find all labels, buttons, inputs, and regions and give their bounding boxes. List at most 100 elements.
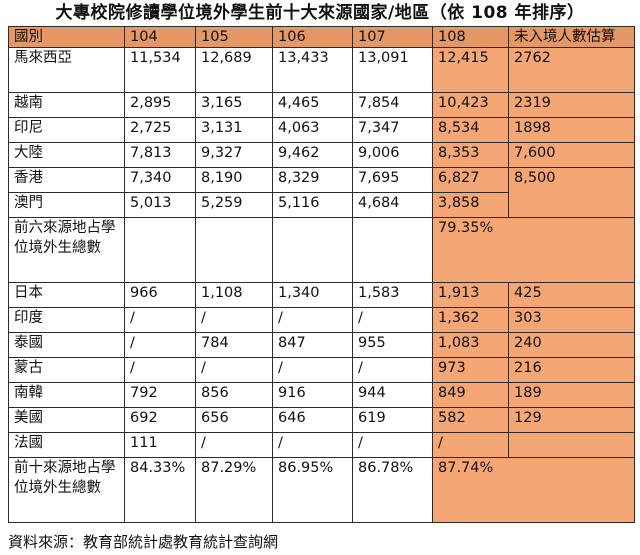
header-row: 國別 104 105 106 107 108 未入境人數估算: [8, 26, 635, 48]
value-107: 13,091: [352, 47, 433, 93]
value-106: 4,063: [272, 117, 353, 143]
estimate-cell: 216: [508, 357, 635, 383]
estimate-cell: 189: [508, 382, 635, 408]
country-cell: 泰國: [8, 332, 125, 358]
hk-macau-estimate-cell: 8,500: [508, 167, 635, 218]
value-104: 7,813: [124, 142, 196, 168]
top10-share-row: 前十來源地占學位境外生總數 84.33% 87.29% 86.95% 86.78…: [8, 457, 635, 523]
country-cell: 越南: [8, 92, 125, 118]
value-105: 1,108: [195, 282, 273, 308]
value-108: 1,362: [432, 307, 509, 333]
empty-cell: [195, 217, 273, 283]
header-108: 108: [432, 26, 509, 48]
table-row: 泰國 / 784 847 955 1,083 240: [8, 332, 635, 358]
students-table: 國別 104 105 106 107 108 未入境人數估算 馬來西亞 11,5…: [8, 26, 635, 523]
country-cell: 印尼: [8, 117, 125, 143]
value-107: 619: [352, 407, 433, 433]
value-108: 1,083: [432, 332, 509, 358]
value-106: 4,465: [272, 92, 353, 118]
value-106: 9,462: [272, 142, 353, 168]
value-104: 7,340: [124, 167, 196, 193]
table-title: 大專校院修讀學位境外學生前十大來源國家/地區（依 108 年排序）: [55, 3, 585, 23]
country-cell: 馬來西亞: [8, 47, 125, 93]
value-108: 8,353: [432, 142, 509, 168]
table-row: 香港 7,340 8,190 8,329 7,695 6,827 8,500: [8, 167, 635, 218]
table-row: 印尼 2,725 3,131 4,063 7,347 8,534 1898: [8, 117, 635, 143]
value-108: /: [432, 432, 509, 458]
value-104: 692: [124, 407, 196, 433]
table-row: 大陸 7,813 9,327 9,462 9,006 8,353 7,600: [8, 142, 635, 168]
table-row: 越南 2,895 3,165 4,465 7,854 10,423 2319: [8, 92, 635, 118]
value-105: 856: [195, 382, 273, 408]
value-105: 784: [195, 332, 273, 358]
share-106: 86.95%: [272, 457, 353, 523]
value-105: 3,131: [195, 117, 273, 143]
value-107: /: [352, 432, 433, 458]
share-104: 84.33%: [124, 457, 196, 523]
source-note: 資料來源：教育部統計處教育統計查詢網: [8, 533, 279, 551]
country-cell: 日本: [8, 282, 125, 308]
value-106: /: [272, 357, 353, 383]
estimate-cell: 2762: [508, 47, 635, 93]
top6-share-percent: 79.35%: [432, 217, 635, 283]
table-row: 日本 966 1,108 1,340 1,583 1,913 425: [8, 282, 635, 308]
value-104: /: [124, 332, 196, 358]
value-106: /: [272, 307, 353, 333]
table-row: 澳門 5,013 5,259 5,116 4,684 3,858: [8, 192, 635, 218]
value-106: 646: [272, 407, 353, 433]
value-104: 966: [124, 282, 196, 308]
value-105: 5,259: [195, 192, 273, 218]
empty-cell: [124, 217, 196, 283]
empty-cell: [352, 217, 433, 283]
header-104: 104: [124, 26, 196, 48]
value-108: 12,415: [432, 47, 509, 93]
value-105: /: [195, 357, 273, 383]
value-106: 8,329: [272, 167, 353, 193]
country-cell: 香港: [8, 167, 125, 193]
value-107: 944: [352, 382, 433, 408]
value-106: /: [272, 432, 353, 458]
value-107: 7,347: [352, 117, 433, 143]
value-104: /: [124, 357, 196, 383]
value-108: 1,913: [432, 282, 509, 308]
table-row: 馬來西亞 11,534 12,689 13,433 13,091 12,415 …: [8, 47, 635, 93]
value-108: 849: [432, 382, 509, 408]
empty-cell: [272, 217, 353, 283]
value-108: 6,827: [432, 167, 509, 193]
value-105: 12,689: [195, 47, 273, 93]
value-106: 5,116: [272, 192, 353, 218]
header-105: 105: [195, 26, 273, 48]
value-107: 7,695: [352, 167, 433, 193]
table-row: 印度 / / / / 1,362 303: [8, 307, 635, 333]
value-104: 11,534: [124, 47, 196, 93]
estimate-cell: 425: [508, 282, 635, 308]
table-row: 蒙古 / / / / 973 216: [8, 357, 635, 383]
value-105: /: [195, 432, 273, 458]
estimate-cell: 303: [508, 307, 635, 333]
estimate-cell: 129: [508, 407, 635, 433]
value-108: 10,423: [432, 92, 509, 118]
value-105: 9,327: [195, 142, 273, 168]
country-cell: 澳門: [8, 192, 125, 218]
value-106: 13,433: [272, 47, 353, 93]
value-107: 7,854: [352, 92, 433, 118]
table-row: 美國 692 656 646 619 582 129: [8, 407, 635, 433]
value-104: 792: [124, 382, 196, 408]
estimate-cell: 1898: [508, 117, 635, 143]
estimate-cell: [508, 432, 635, 458]
value-105: 3,165: [195, 92, 273, 118]
value-105: /: [195, 307, 273, 333]
value-104: 2,725: [124, 117, 196, 143]
value-107: 1,583: [352, 282, 433, 308]
value-107: /: [352, 357, 433, 383]
value-107: 9,006: [352, 142, 433, 168]
table-row: 南韓 792 856 916 944 849 189: [8, 382, 635, 408]
country-cell: 法國: [8, 432, 125, 458]
value-108: 973: [432, 357, 509, 383]
share-107: 86.78%: [352, 457, 433, 523]
value-107: 955: [352, 332, 433, 358]
value-108: 8,534: [432, 117, 509, 143]
country-cell: 南韓: [8, 382, 125, 408]
value-105: 8,190: [195, 167, 273, 193]
header-country: 國別: [8, 26, 125, 48]
